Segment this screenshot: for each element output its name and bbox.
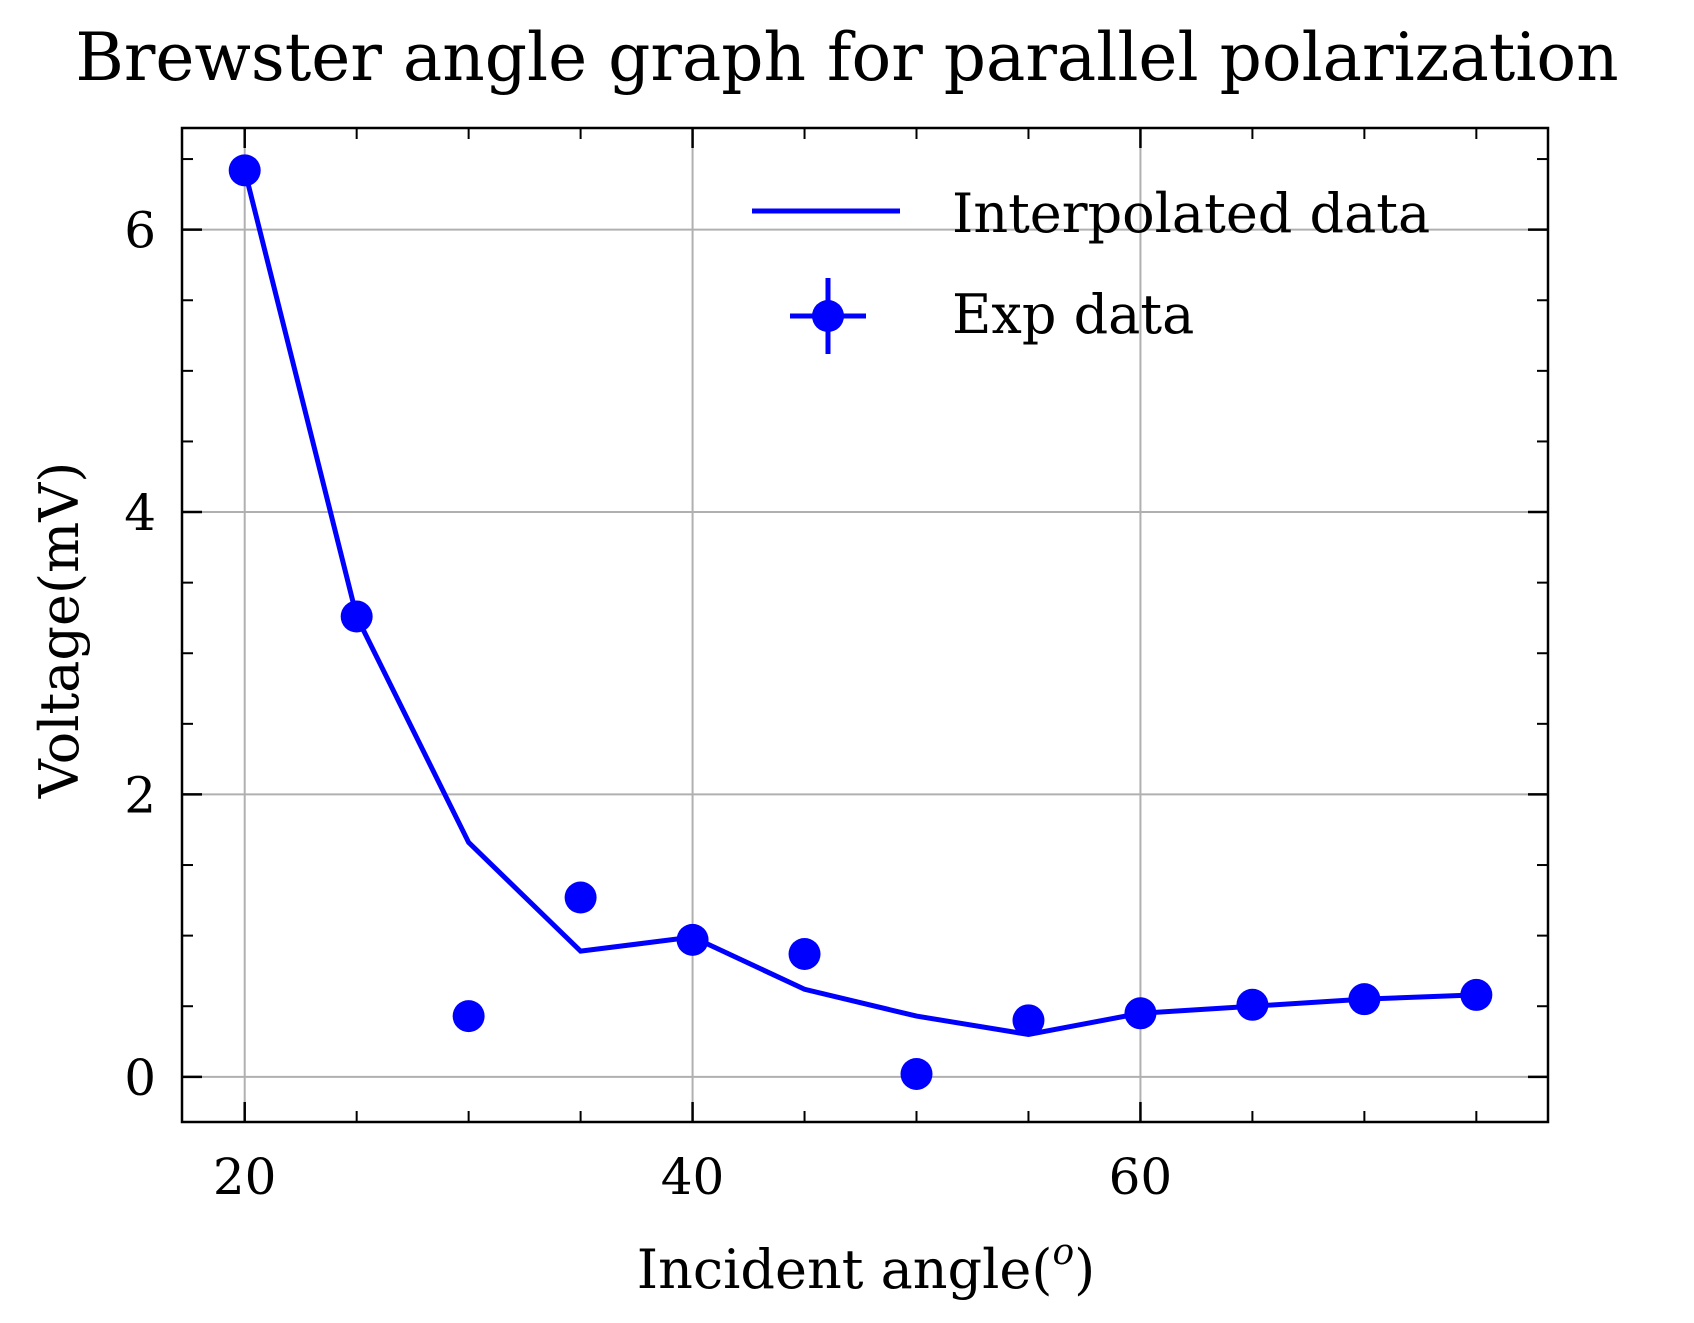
exp-data-point — [228, 154, 261, 187]
legend-label-interpolated: Interpolated data — [952, 182, 1430, 245]
ticks — [182, 128, 1548, 1122]
y-tick-label: 6 — [124, 202, 156, 260]
x-tick-label: 60 — [1109, 1148, 1173, 1206]
series-layer — [228, 154, 1493, 1090]
exp-data-point — [676, 923, 709, 956]
exp-data-point — [1348, 983, 1381, 1016]
y-tick-label: 4 — [124, 484, 156, 542]
x-tick-label: 40 — [661, 1148, 725, 1206]
x-axis-label-superscript: o — [1052, 1232, 1074, 1273]
exp-data-point — [340, 600, 373, 633]
y-tick-label: 0 — [124, 1049, 156, 1107]
interpolated-line — [242, 169, 1477, 1037]
y-tick-label: 2 — [124, 766, 156, 824]
legend: Interpolated data Exp data — [752, 182, 1430, 354]
exp-data-point — [788, 937, 821, 970]
x-axis-label: Incident angle(o) — [637, 1232, 1095, 1301]
exp-data-point — [452, 1000, 485, 1033]
plot-frame — [180, 126, 1550, 1124]
y-axis-label: Voltage(mV) — [28, 462, 91, 800]
x-axis-label-main: Incident angle( — [637, 1238, 1053, 1301]
exp-data-point — [900, 1057, 933, 1090]
exp-data-point — [1236, 988, 1269, 1021]
exp-data-point — [564, 881, 597, 914]
legend-marker-swatch — [790, 278, 866, 354]
tick-labels: 20 40 60 0 2 4 6 — [124, 202, 1172, 1206]
x-axis-label-suffix: ) — [1074, 1238, 1095, 1301]
legend-label-exp: Exp data — [952, 283, 1194, 346]
grid — [182, 128, 1548, 1122]
exp-data-point — [1012, 1004, 1045, 1037]
exp-data-point — [1460, 978, 1493, 1011]
chart-title: Brewster angle graph for parallel polari… — [75, 19, 1618, 96]
exp-data-point — [1124, 997, 1157, 1030]
x-tick-label: 20 — [213, 1148, 277, 1206]
